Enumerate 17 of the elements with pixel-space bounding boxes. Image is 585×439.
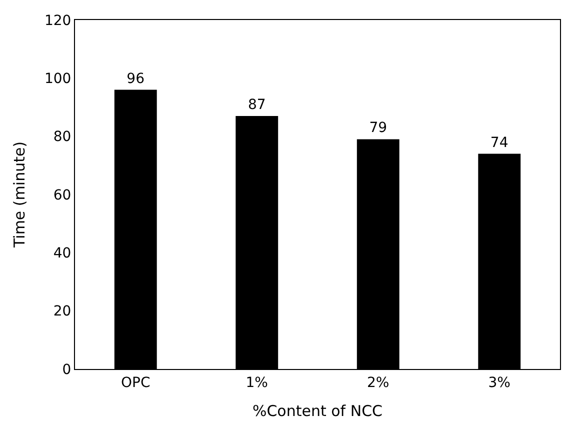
y-tick-label: 0 [62,362,72,378]
y-axis-title: Time (minute) [10,141,29,249]
y-tick-label: 20 [53,304,72,320]
x-tick-label: 2% [367,374,390,391]
data-label: 87 [248,96,266,113]
y-tick-label: 80 [53,129,72,146]
data-label: 96 [126,70,145,87]
y-tick-label: 60 [53,187,72,204]
data-label: 74 [490,134,508,151]
x-tick-label: 3% [488,374,510,391]
x-tick-label: 1% [246,374,268,391]
y-tick-label: 120 [44,12,72,29]
y-tick-label: 100 [44,71,72,88]
y-tick-label: 40 [53,246,72,262]
x-tick-label: OPC [121,374,150,391]
x-axis-title: %Content of NCC [252,402,383,420]
data-label: 79 [369,120,388,136]
